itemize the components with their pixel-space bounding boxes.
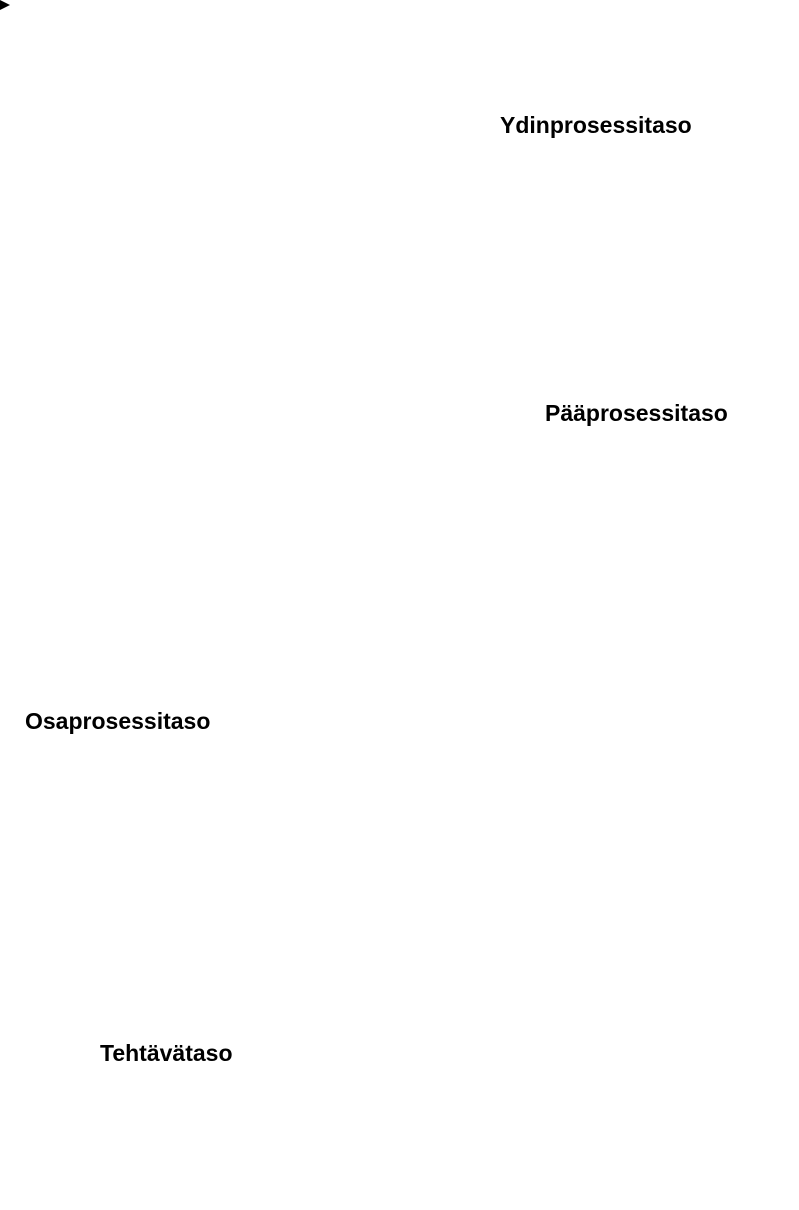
label-task: Tehtävätaso	[100, 1040, 233, 1067]
label-sub: Osaprosessitaso	[25, 708, 210, 735]
label-main: Pääprosessitaso	[545, 400, 728, 427]
process-hierarchy-diagram	[0, 0, 799, 1210]
label-core: Ydinprosessitaso	[500, 112, 692, 139]
